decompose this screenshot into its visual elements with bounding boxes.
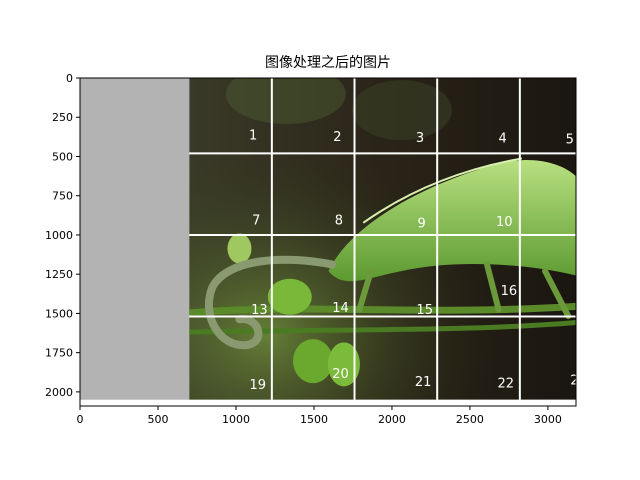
tile-label: 2 xyxy=(570,373,578,388)
x-tick-label: 1500 xyxy=(300,413,328,426)
y-tick-label: 500 xyxy=(52,150,73,163)
y-tick-label: 1500 xyxy=(45,307,73,320)
tile-label: 7 xyxy=(252,213,260,228)
photo-leaf xyxy=(292,339,333,384)
axes-frame xyxy=(79,77,577,407)
photo-bokeh xyxy=(225,78,346,125)
photo-chameleon-leg xyxy=(356,268,374,313)
y-tick-label: 750 xyxy=(52,190,73,203)
tile-label: 4 xyxy=(499,132,507,147)
y-tick-label: 0 xyxy=(66,72,73,85)
x-tick-label: 0 xyxy=(77,413,84,426)
photo-vine xyxy=(189,302,576,317)
chart-title: 图像处理之后的图片 xyxy=(265,55,391,71)
tile-label: 22 xyxy=(498,377,515,392)
x-tick-label: 500 xyxy=(147,413,168,426)
photo-chameleon-body xyxy=(328,160,576,282)
photo-chameleon-leg xyxy=(542,268,572,320)
tile-label: 13 xyxy=(251,303,268,318)
photo-bokeh xyxy=(351,80,452,141)
x-tick-label: 3000 xyxy=(534,413,562,426)
y-tick-label: 1000 xyxy=(45,229,73,242)
x-tick-label: 1000 xyxy=(222,413,250,426)
tile-label: 9 xyxy=(417,216,425,231)
y-tick-label: 250 xyxy=(52,111,73,124)
tile-label: 5 xyxy=(566,132,574,147)
tile-label: 16 xyxy=(501,284,518,299)
y-tick-label: 1750 xyxy=(45,347,73,360)
tile-label: 20 xyxy=(332,367,349,382)
padding-region xyxy=(80,78,190,400)
tile-label: 10 xyxy=(496,215,513,230)
photo-leaf xyxy=(227,233,252,264)
y-tick-label: 1250 xyxy=(45,268,73,281)
tile-label: 2 xyxy=(333,130,341,145)
photo-leaf xyxy=(267,278,312,315)
tile-label: 1 xyxy=(249,129,257,144)
tile-label: 19 xyxy=(250,378,267,393)
photo-leaf xyxy=(327,342,360,387)
tile-label: 14 xyxy=(332,301,349,316)
x-tick-label: 2000 xyxy=(378,413,406,426)
tile-label: 21 xyxy=(415,375,432,390)
photo-vine xyxy=(189,320,576,335)
tile-label: 15 xyxy=(416,303,433,318)
y-tick-label: 2000 xyxy=(45,386,73,399)
x-tick-label: 2500 xyxy=(456,413,484,426)
photo-chameleon-crest xyxy=(362,157,523,224)
tile-label: 3 xyxy=(416,131,424,146)
photo-chameleon-leg xyxy=(484,261,502,313)
tile-label: 8 xyxy=(335,213,343,228)
